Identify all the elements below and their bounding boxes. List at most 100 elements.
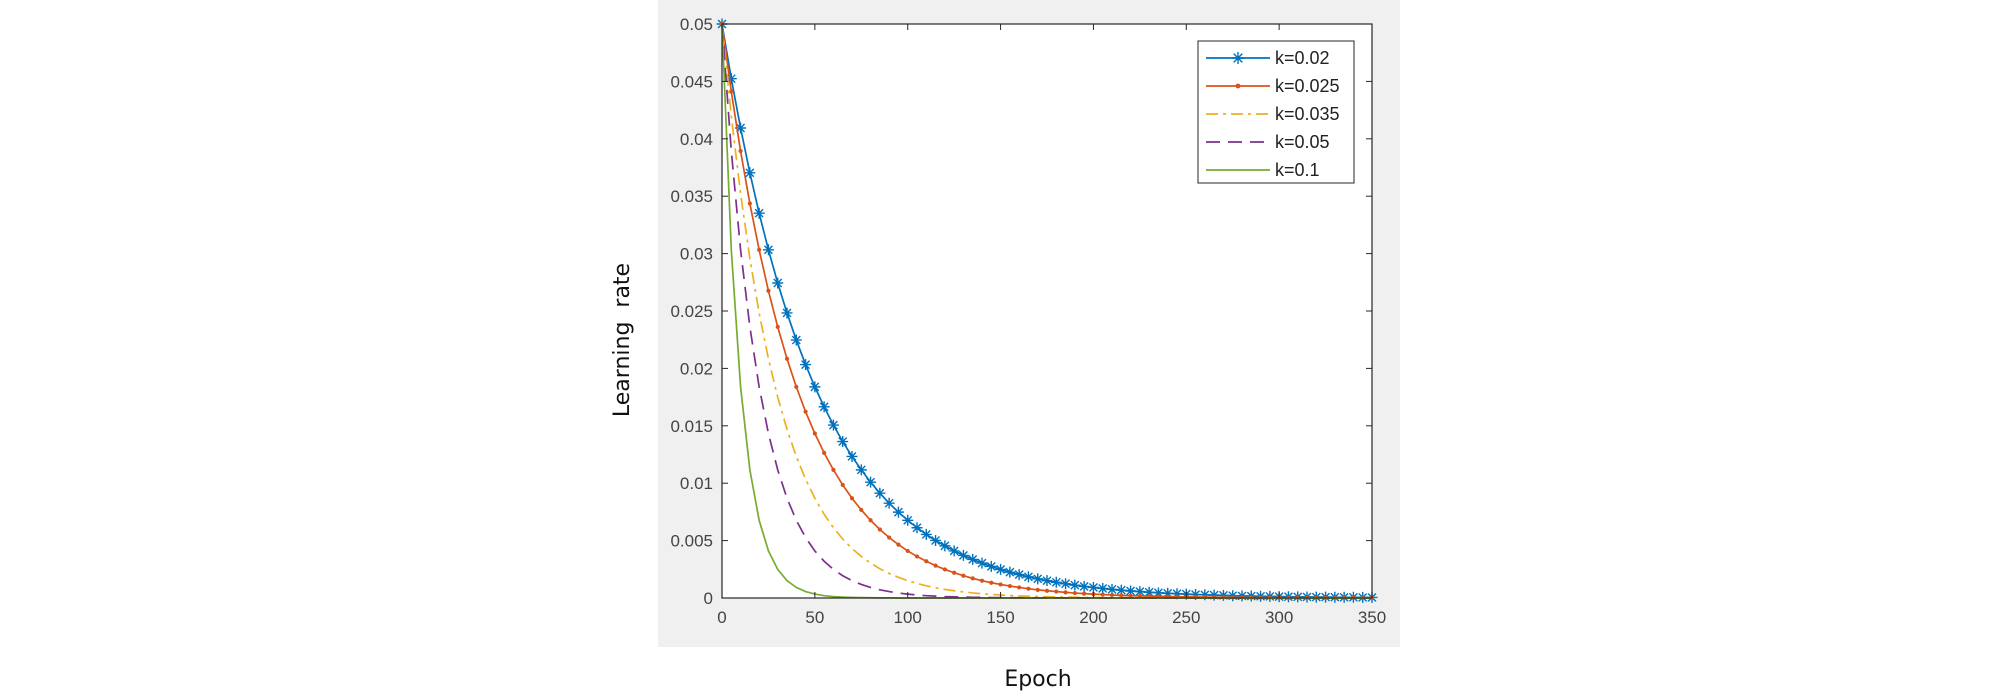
data-point [744,167,756,179]
data-point [995,563,1007,575]
y-tick-label: 0.02 [680,359,713,378]
data-point [896,542,901,547]
y-tick-label: 0.035 [670,187,713,206]
legend-label: k=0.035 [1275,104,1340,124]
data-point [747,201,752,206]
data-point [772,277,784,289]
data-point [1072,590,1077,596]
data-point [1134,586,1146,598]
data-point [1109,592,1115,598]
data-point [1115,584,1127,596]
data-point [892,506,904,518]
data-point [1026,586,1031,591]
data-point [818,401,830,413]
series-line-2 [721,23,1372,599]
y-tick-label: 0 [704,589,713,608]
data-point [1050,576,1062,588]
data-point [800,359,812,371]
data-point [1162,587,1174,599]
data-point [976,557,988,569]
data-point [1106,583,1118,595]
data-point [855,464,867,476]
data-point [914,554,920,559]
x-tick-label: 100 [894,608,922,627]
data-point [920,528,932,540]
y-tick-label: 0.05 [680,15,713,34]
data-point [961,573,966,578]
x-axis-title: Epoch [1004,667,1071,692]
data-point [1087,581,1099,593]
data-point [1082,591,1087,596]
legend-label: k=0.02 [1275,48,1330,68]
data-point [1152,587,1164,599]
data-point [874,487,886,499]
data-point [902,514,914,526]
x-tick-label: 50 [805,608,824,627]
data-point [957,549,969,561]
legend-label: k=0.05 [1275,132,1330,152]
data-point [985,560,997,572]
x-tick-label: 0 [717,608,726,627]
y-tick-label: 0.01 [680,474,713,493]
data-point [794,384,799,389]
series-2 [721,23,1372,599]
legend-item: k=0.02 [1206,48,1330,68]
ticks-layer: 0 50 100 150 200 250 300 350 0 0.005 0.01 0.015 0.02… [670,15,1386,627]
data-point [822,450,827,455]
data-point [1190,589,1202,601]
data-point [911,522,923,534]
data-point [849,496,855,501]
data-point [952,570,957,575]
data-point [1171,588,1183,600]
data-point [979,578,985,583]
data-point [738,148,743,154]
data-point [766,288,771,293]
data-point [827,419,839,431]
data-point [725,73,737,85]
data-point [831,467,836,472]
data-point [1069,579,1081,591]
x-tick-label: 250 [1172,608,1200,627]
x-tick-label: 300 [1265,608,1293,627]
data-point [877,527,882,532]
data-point [989,580,994,585]
data-point [1078,580,1090,592]
data-point [729,89,734,94]
data-point [1013,569,1025,581]
data-point [1143,586,1155,598]
data-point [1060,578,1072,590]
data-point [735,122,747,134]
y-axis-title: Learning rate [610,263,635,417]
data-point [809,381,821,393]
legend-item: k=0.1 [1206,160,1320,180]
data-point [846,450,858,462]
legend-marker [1235,83,1241,89]
data-point [887,535,892,540]
data-point [924,559,929,564]
y-tick-label: 0.03 [680,245,713,264]
data-point [1054,589,1059,594]
data-point [967,553,979,565]
data-point [1128,593,1133,598]
y-tick-label: 0.005 [670,532,713,551]
legend-marker [1232,52,1244,64]
data-point [930,534,942,546]
data-point [790,334,802,346]
data-point [1017,585,1022,590]
data-point [1041,575,1053,587]
legend-item: k=0.05 [1206,132,1330,152]
data-point [942,567,947,572]
legend-item: k=0.025 [1206,76,1340,96]
data-point [1035,587,1040,592]
data-point [933,563,938,568]
data-point [1022,571,1034,583]
data-point [840,482,845,488]
data-point [1044,588,1050,593]
data-point [859,507,864,513]
data-point [868,518,873,523]
data-point [1199,589,1211,601]
data-point [1119,593,1124,598]
data-point [1007,583,1012,589]
data-point [762,244,774,256]
